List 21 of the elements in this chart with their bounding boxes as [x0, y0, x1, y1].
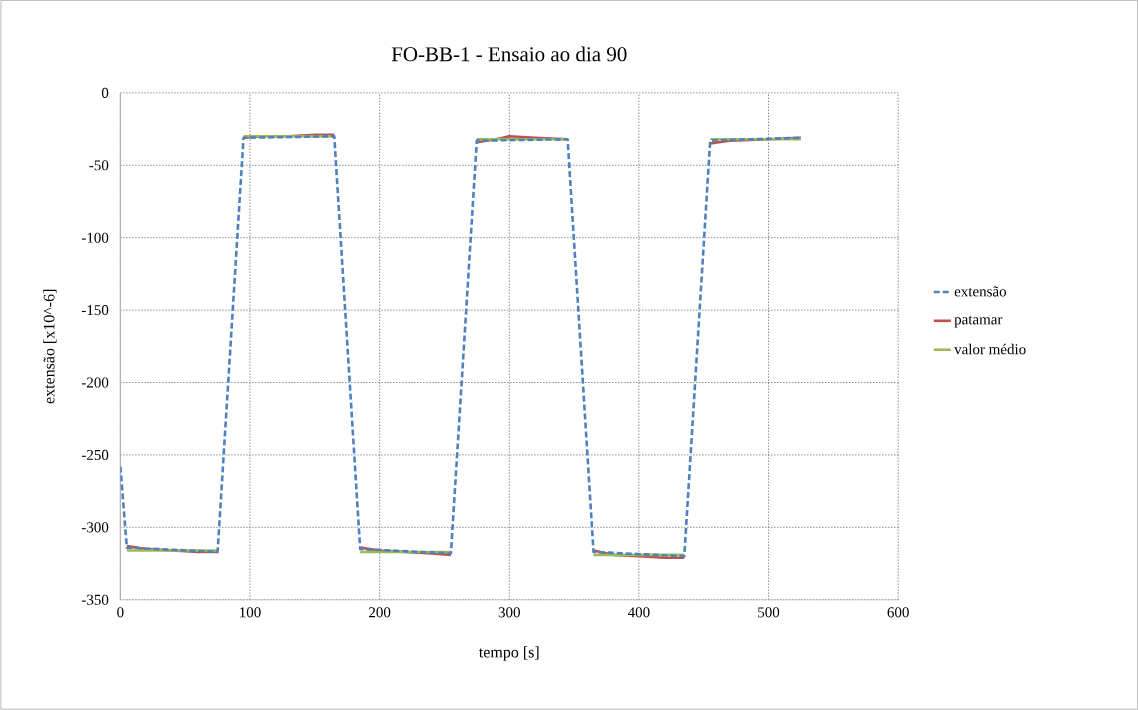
legend-label: patamar: [954, 315, 1003, 328]
y-tick-label: -150: [81, 305, 109, 316]
y-tick-label: -200: [81, 377, 109, 388]
x-axis-title: tempo [s]: [478, 646, 539, 661]
x-tick-label: 100: [240, 607, 261, 618]
y-tick-label: -300: [81, 522, 109, 533]
y-axis-title: extensão [x10^-6]: [43, 289, 57, 404]
y-tick-label: 0: [101, 87, 109, 98]
x-tick-label: 0: [117, 607, 124, 618]
y-tick-label: -250: [81, 449, 109, 460]
legend-label: valor médio: [954, 343, 1026, 355]
x-tick-label: 600: [887, 607, 909, 618]
x-tick-label: 400: [627, 607, 650, 618]
y-tick-label: -350: [81, 594, 109, 605]
y-tick-label: -50: [89, 160, 109, 171]
x-tick-label: 300: [498, 607, 520, 618]
y-tick-label: -100: [81, 232, 109, 243]
legend-label: extensão: [954, 286, 1007, 297]
x-tick-label: 200: [369, 607, 391, 618]
x-tick-label: 500: [758, 607, 780, 618]
chart-title: FO-BB-1 - Ensaio ao dia 90: [391, 46, 627, 62]
